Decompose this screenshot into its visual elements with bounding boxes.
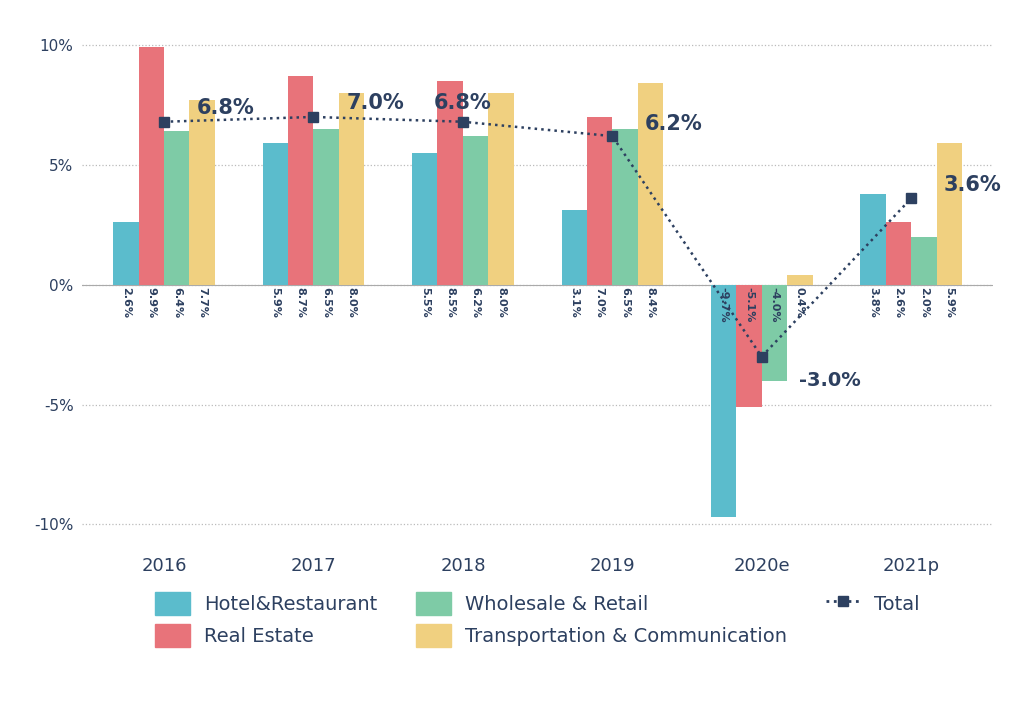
Bar bbox=[288, 76, 313, 285]
Bar bbox=[437, 81, 463, 285]
Text: 6.5%: 6.5% bbox=[322, 287, 331, 318]
Text: 0.4%: 0.4% bbox=[795, 287, 805, 318]
Text: 2.0%: 2.0% bbox=[919, 287, 929, 317]
Bar bbox=[488, 93, 514, 285]
Text: 6.2%: 6.2% bbox=[471, 287, 480, 318]
Text: 6.8%: 6.8% bbox=[197, 98, 255, 118]
Bar bbox=[189, 100, 215, 285]
Text: 5.9%: 5.9% bbox=[270, 287, 281, 318]
Bar bbox=[736, 285, 762, 407]
Bar bbox=[860, 193, 886, 285]
Text: -3.0%: -3.0% bbox=[799, 371, 861, 390]
Bar bbox=[138, 48, 164, 285]
Text: 8.0%: 8.0% bbox=[496, 287, 506, 317]
Bar bbox=[711, 285, 736, 517]
Text: 7.7%: 7.7% bbox=[198, 287, 207, 318]
Text: 9.9%: 9.9% bbox=[146, 287, 157, 318]
Text: 3.6%: 3.6% bbox=[944, 175, 1001, 195]
Text: 5.9%: 5.9% bbox=[944, 287, 954, 318]
Text: 6.5%: 6.5% bbox=[620, 287, 630, 318]
Bar bbox=[313, 129, 339, 285]
Text: 8.0%: 8.0% bbox=[346, 287, 356, 317]
Text: -5.1%: -5.1% bbox=[744, 287, 754, 322]
Bar bbox=[463, 136, 488, 285]
Bar bbox=[787, 275, 812, 285]
Text: 2.6%: 2.6% bbox=[893, 287, 903, 318]
Text: 3.8%: 3.8% bbox=[868, 287, 878, 317]
Text: 6.4%: 6.4% bbox=[172, 287, 182, 318]
Bar bbox=[937, 143, 962, 285]
Bar bbox=[886, 222, 911, 285]
Bar bbox=[911, 237, 937, 285]
Text: 7.0%: 7.0% bbox=[595, 287, 604, 317]
Bar bbox=[587, 117, 612, 285]
Text: 6.2%: 6.2% bbox=[645, 114, 702, 134]
Legend: Hotel&Restaurant, Real Estate, Wholesale & Retail, Transportation & Communicatio: Hotel&Restaurant, Real Estate, Wholesale… bbox=[147, 584, 928, 654]
Text: 5.5%: 5.5% bbox=[420, 287, 430, 317]
Text: 8.7%: 8.7% bbox=[296, 287, 306, 318]
Bar bbox=[638, 84, 664, 285]
Bar bbox=[263, 143, 288, 285]
Bar bbox=[412, 153, 437, 285]
Text: -4.0%: -4.0% bbox=[769, 287, 779, 322]
Text: -9.7%: -9.7% bbox=[719, 287, 729, 322]
Bar bbox=[339, 93, 365, 285]
Text: 6.8%: 6.8% bbox=[434, 93, 492, 113]
Bar bbox=[762, 285, 787, 380]
Text: 2.6%: 2.6% bbox=[121, 287, 131, 318]
Bar bbox=[164, 131, 189, 285]
Bar bbox=[561, 210, 587, 285]
Text: 3.1%: 3.1% bbox=[569, 287, 580, 317]
Text: 8.4%: 8.4% bbox=[645, 287, 655, 318]
Bar bbox=[612, 129, 638, 285]
Text: 8.5%: 8.5% bbox=[445, 287, 456, 317]
Text: 7.0%: 7.0% bbox=[346, 93, 404, 113]
Bar bbox=[114, 222, 138, 285]
